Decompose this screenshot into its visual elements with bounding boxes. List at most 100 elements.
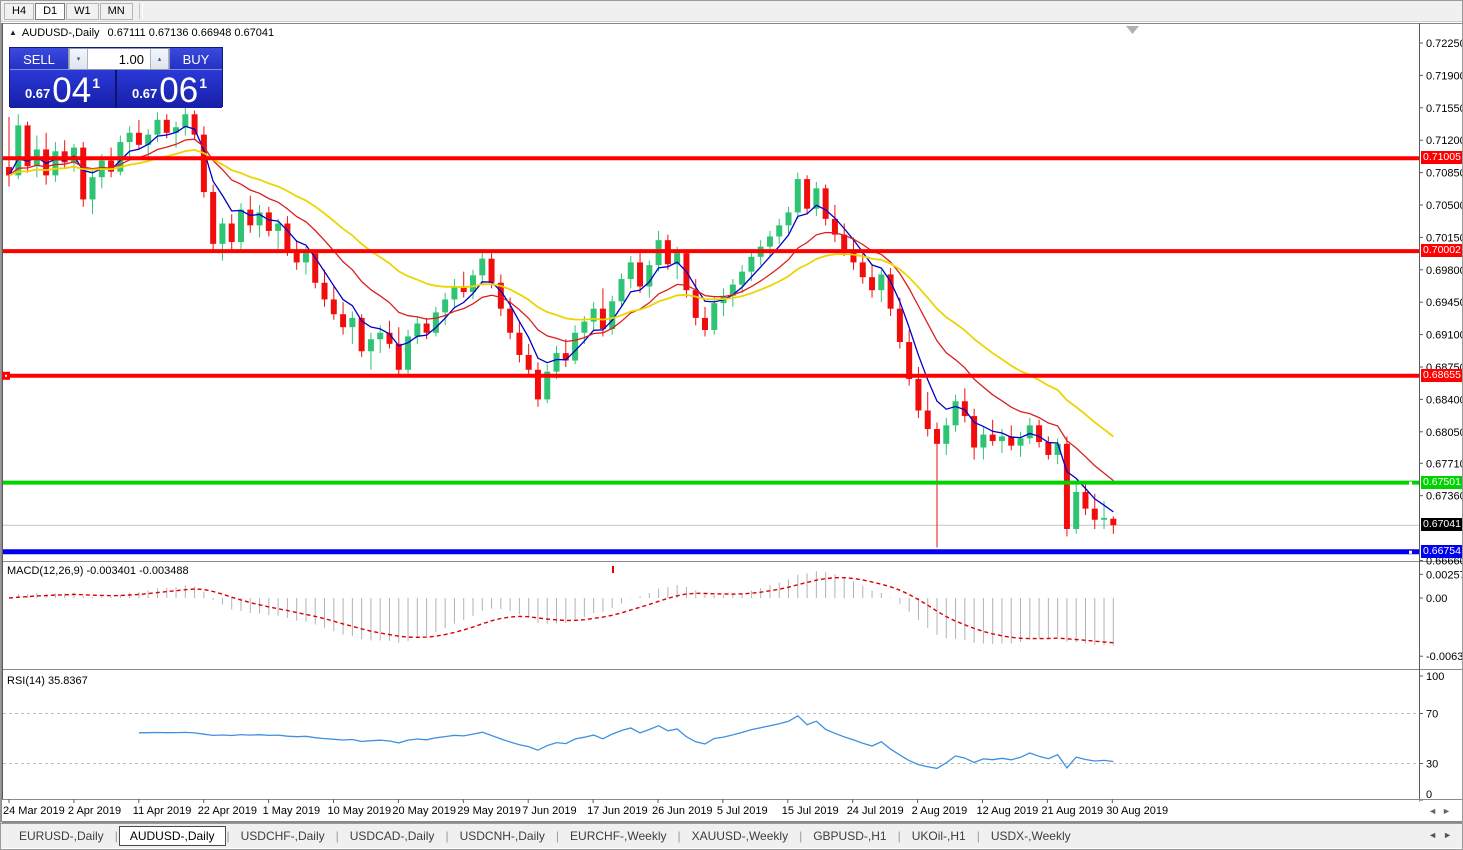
buy-price-box[interactable]: 0.67 06 1 (117, 70, 222, 108)
macd-histogram (17, 571, 1114, 646)
tab-eurchf-weekly[interactable]: EURCHF-,Weekly (570, 829, 667, 843)
bear-candle-body (804, 179, 811, 209)
bear-candle-body (1045, 441, 1052, 455)
tab-xauusd-weekly[interactable]: XAUUSD-,Weekly (691, 829, 789, 843)
bear-candle-body (961, 401, 968, 417)
price-label-0.70002: 0.70002 (1421, 244, 1462, 258)
bull-candle-body (627, 262, 634, 280)
axis-tick-label: 0.71900 (1426, 70, 1463, 82)
bull-candle-body (442, 299, 449, 313)
bear-candle-body (906, 342, 913, 380)
buy-price-prefix: 0.67 (131, 86, 158, 101)
time-axis-label: 11 Apr 2019 (133, 805, 192, 817)
bull-candle-body (256, 212, 263, 226)
ohlc-values: 0.67111 0.67136 0.66948 0.67041 (107, 27, 275, 39)
volume-up-icon[interactable]: ▴ (150, 49, 169, 69)
tab-audusd-daily[interactable]: AUDUSD-,Daily (118, 826, 226, 846)
bear-candle-body (859, 262, 866, 278)
tab-usdchf-daily[interactable]: USDCHF-,Daily (240, 829, 325, 843)
bull-candle-body (349, 317, 356, 328)
bull-candle-body (794, 179, 801, 213)
bear-candle-body (247, 209, 254, 226)
axis-tick-label: -0.006326 (1426, 651, 1463, 663)
bear-candle-body (210, 192, 217, 244)
scroll-left-icon[interactable]: ◄ (1428, 806, 1442, 816)
tab-gbpusd-h1[interactable]: GBPUSD-,H1 (813, 829, 887, 843)
bear-candle-body (24, 125, 31, 167)
bull-candle-body (238, 209, 244, 243)
scroll-right-icon[interactable]: ► (1442, 806, 1456, 816)
bear-candle-body (6, 167, 12, 176)
time-axis-label: 20 May 2019 (392, 805, 456, 817)
tab-usdcad-daily[interactable]: USDCAD-,Daily (349, 829, 435, 843)
time-axis-label: 5 Jul 2019 (717, 805, 768, 817)
time-axis-label: 10 May 2019 (328, 805, 392, 817)
axis-tick-label: 0.71550 (1426, 103, 1463, 115)
bear-candle-body (135, 132, 142, 145)
time-axis-label: 26 Jun 2019 (652, 805, 713, 817)
bear-candle-body (163, 119, 170, 133)
volume-input[interactable]: 1.00 (88, 49, 150, 69)
bull-candle-body (479, 258, 486, 276)
axis-tick-label: 0.68050 (1426, 427, 1463, 439)
tab-eurusd-daily[interactable]: EURUSD-,Daily (19, 829, 104, 843)
timeframe-button-w1[interactable]: W1 (66, 2, 99, 20)
bull-candle-body (405, 336, 412, 370)
chart-tab-items: EURUSD-,Daily | AUDUSD-,Daily | USDCHF-,Dail… (9, 826, 1081, 846)
tab-ukoil-h1[interactable]: UKOil-,H1 (911, 829, 966, 843)
bull-candle-body (748, 256, 755, 272)
tab-scroll-right-icon[interactable]: ► (1443, 830, 1458, 840)
time-axis-label: 1 May 2019 (263, 805, 320, 817)
bull-candle-body (618, 279, 625, 302)
bull-candle-body (219, 223, 226, 244)
price-label-0.68655: 0.68655 (1421, 368, 1462, 382)
tab-usdcnh-daily[interactable]: USDCNH-,Daily (459, 829, 545, 843)
tab-separator: | (335, 829, 339, 843)
line-anchor-dot (5, 374, 7, 377)
tab-separator: | (897, 829, 901, 843)
bear-candle-body (971, 416, 978, 448)
tab-usdx-weekly[interactable]: USDX-,Weekly (990, 829, 1071, 843)
bear-candle-body (80, 147, 87, 200)
chart-tabs-bar: EURUSD-,Daily | AUDUSD-,Daily | USDCHF-,Dail… (1, 823, 1462, 848)
axis-tick-label: 0.66660 (1426, 555, 1463, 567)
bear-candle-body (284, 223, 291, 250)
line-midpoint-dot (1409, 550, 1412, 554)
chart-title: ▲ AUDUSD-,Daily 0.67111 0.67136 0.66948 0.… (9, 27, 274, 39)
tab-scroll-left-icon[interactable]: ◄ (1428, 830, 1444, 840)
tab-separator: | (799, 829, 803, 843)
bull-candle-body (1073, 491, 1080, 529)
bull-candle-body (878, 274, 885, 291)
timeframe-button-mn[interactable]: MN (99, 2, 133, 20)
tab-scroll-arrows[interactable]: ◄► (1428, 830, 1458, 840)
bull-candle-body (581, 321, 588, 333)
bear-candle-body (989, 434, 996, 442)
time-axis-label: 15 Jul 2019 (782, 805, 839, 817)
macd-axis: 0.002574 0.00 -0.006326 (1419, 569, 1463, 663)
bull-candle-body (470, 275, 476, 293)
bull-candle-body (275, 223, 282, 231)
axis-tick-label: 0.69800 (1426, 265, 1463, 277)
timeframe-button-d1[interactable]: D1 (35, 2, 66, 20)
sell-button[interactable]: SELL (10, 48, 68, 70)
sell-price-box[interactable]: 0.67 04 1 (10, 70, 115, 108)
bear-candle-body (924, 410, 931, 430)
bear-candle-body (562, 353, 569, 361)
tab-separator: | (976, 829, 980, 843)
volume-down-icon[interactable]: ▾ (69, 49, 88, 69)
buy-button[interactable]: BUY (170, 48, 222, 70)
bear-candle-body (43, 149, 50, 176)
moving-average-fast (8, 125, 1114, 513)
hscroll-arrows[interactable]: ◄ ► (1420, 801, 1462, 821)
bear-candle-body (1082, 491, 1089, 509)
axis-tick-label: 0.67360 (1426, 491, 1463, 503)
bull-candle-body (414, 323, 421, 337)
timeframe-button-h4[interactable]: H4 (4, 2, 35, 20)
time-axis-label: 24 Mar 2019 (3, 805, 65, 817)
bull-candle-body (377, 332, 384, 340)
collapse-icon[interactable]: ▲ (9, 28, 17, 37)
bear-candle-body (1063, 443, 1070, 529)
chart-shift-icon[interactable] (1126, 26, 1139, 34)
bear-candle-body (1008, 436, 1015, 446)
